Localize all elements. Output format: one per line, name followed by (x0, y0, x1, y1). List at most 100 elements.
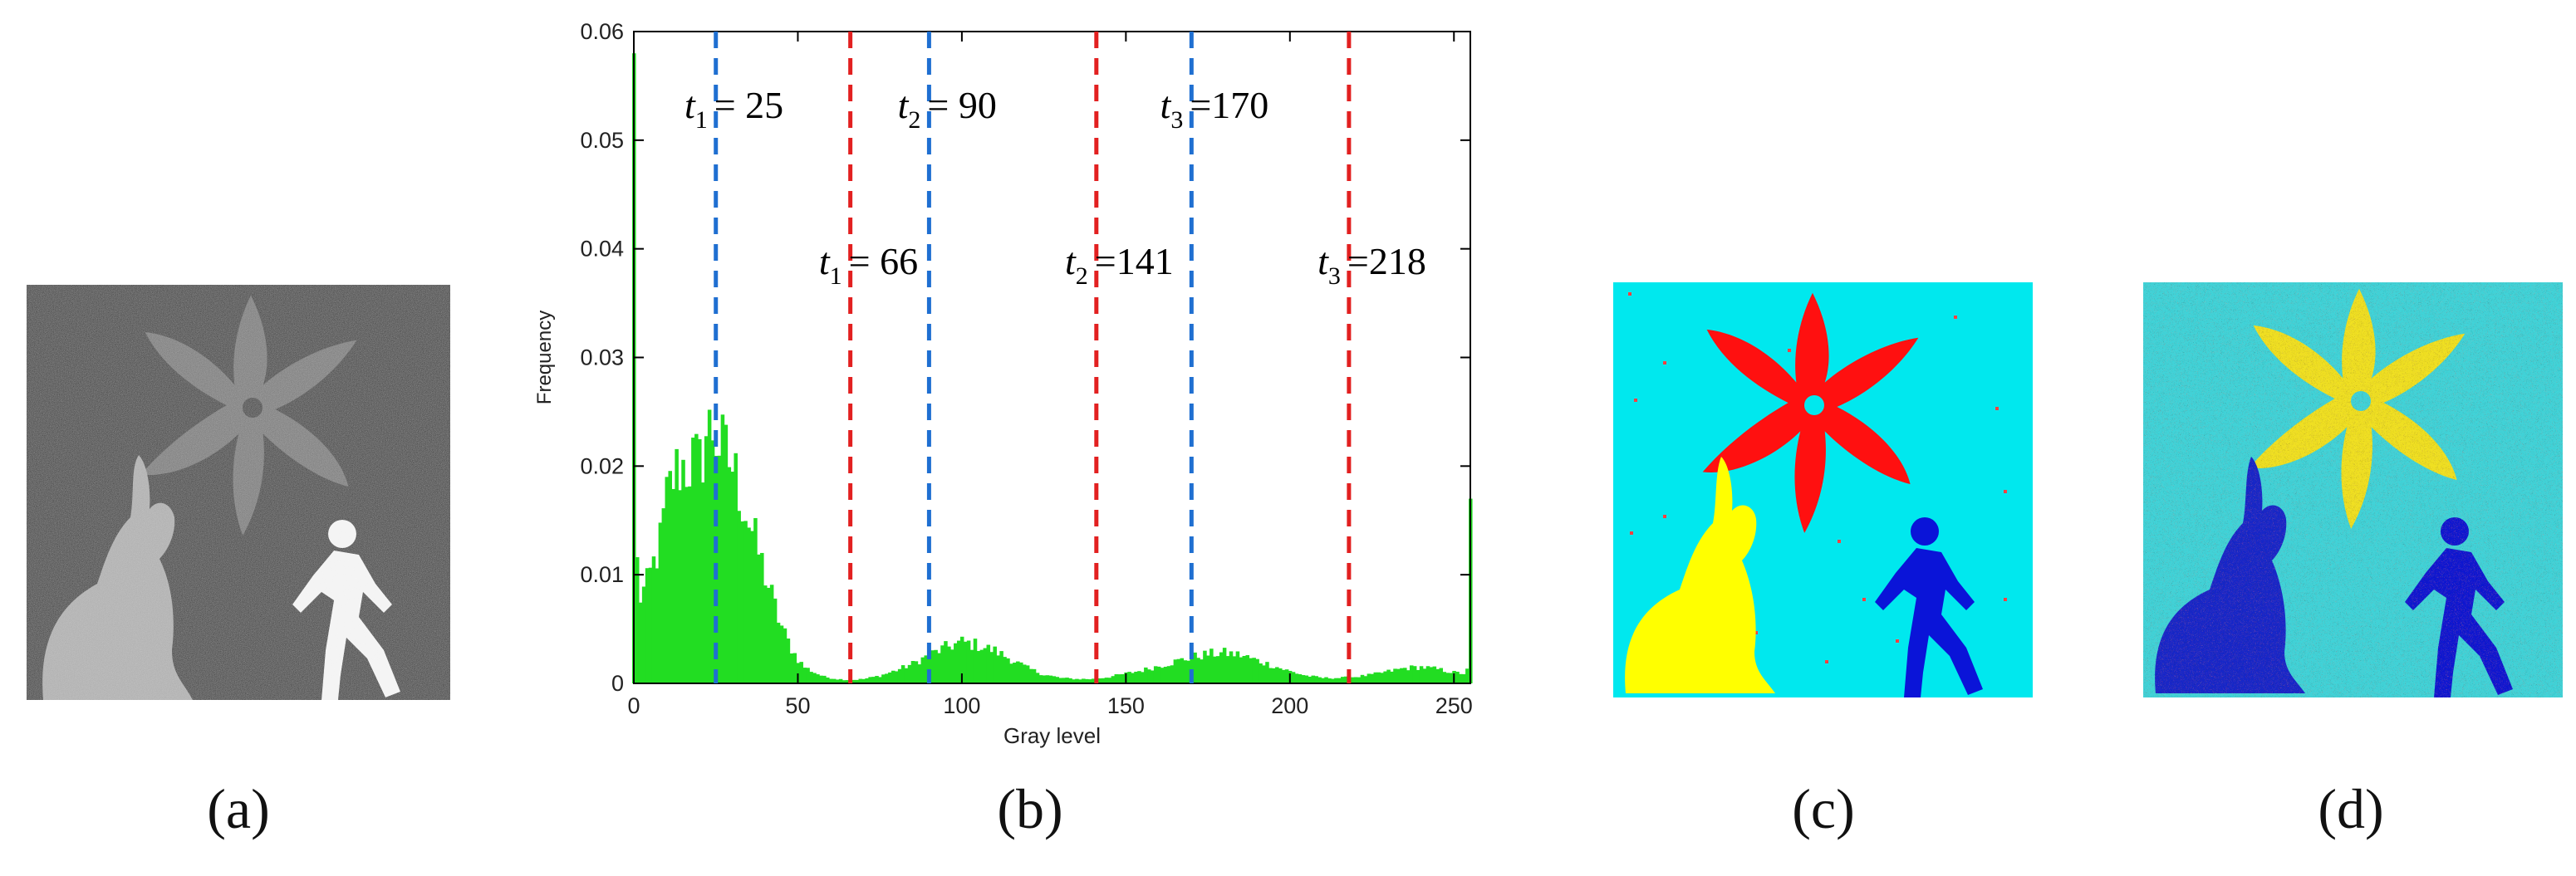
histogram-bar (700, 482, 705, 683)
histogram-bar (1380, 673, 1384, 683)
x-tick-label: 100 (943, 693, 980, 718)
histogram-bar (1058, 678, 1062, 683)
threshold-value-label: = 66 (849, 240, 918, 282)
histogram-bar (707, 409, 712, 683)
histogram-bar (740, 521, 744, 683)
histogram-bar (1360, 674, 1365, 683)
histogram-bar (734, 453, 738, 683)
histogram-bar (1396, 668, 1401, 683)
threshold-value-label: = 90 (927, 84, 996, 126)
histogram-bar (910, 661, 915, 683)
histogram-bar (1281, 669, 1286, 683)
histogram-bar (717, 455, 722, 683)
histogram-bar (671, 488, 675, 683)
histogram-bar (1462, 673, 1466, 683)
histogram-bar (1432, 666, 1437, 683)
histogram-bar (688, 486, 692, 683)
histogram-bar (678, 490, 682, 683)
histogram-bar (757, 554, 761, 683)
histogram-bar (1072, 679, 1076, 683)
histogram-bar (1107, 678, 1112, 683)
histogram-bar (1144, 667, 1148, 683)
histogram-bar (1045, 675, 1050, 683)
x-tick-label: 250 (1435, 693, 1473, 718)
histogram-bar (904, 668, 909, 683)
histogram-bar (1435, 668, 1440, 683)
threshold-var-label: t2 (898, 84, 921, 134)
histogram-bar (737, 511, 741, 683)
person-segment-noisy (2405, 517, 2513, 697)
histogram-bar (1367, 673, 1371, 683)
histogram-bar (1284, 669, 1289, 683)
caption-a: (a) (207, 777, 270, 840)
histogram-bar (1173, 659, 1178, 683)
histogram-bar (1416, 669, 1420, 683)
threshold-value-label: =218 (1347, 240, 1426, 282)
histogram-bar (868, 677, 872, 683)
histogram-bar (1075, 678, 1079, 683)
histogram-bar (1213, 656, 1217, 683)
histogram-bar (881, 674, 886, 683)
histogram-bar (1022, 664, 1027, 683)
image-d-noisy-segmentation (2143, 282, 2563, 697)
caption-b: (b) (997, 777, 1063, 840)
x-tick-label: 200 (1271, 693, 1308, 718)
histogram-bar (1409, 665, 1414, 683)
histogram-bar (900, 665, 905, 683)
threshold-value-label: = 25 (714, 84, 783, 126)
histogram-bar (1403, 668, 1407, 683)
histogram-bar (773, 598, 778, 683)
histogram-bar (1006, 658, 1010, 683)
threshold-var-label: t1 (819, 240, 842, 290)
histogram-bar (878, 677, 882, 683)
histogram-bar (861, 678, 866, 683)
histogram-bar (1156, 666, 1161, 683)
histogram-bar (1373, 672, 1378, 683)
histogram-bar (1376, 672, 1381, 683)
histogram-bar (1465, 668, 1470, 683)
histogram-bar (1265, 662, 1269, 683)
person-shape (292, 520, 400, 700)
histogram-bar (753, 517, 758, 683)
x-axis-label: Gray level (1003, 723, 1101, 748)
histogram-bar (989, 652, 994, 683)
histogram-bar (1327, 678, 1332, 683)
histogram-bar (698, 438, 702, 683)
histogram-bar (1242, 656, 1247, 683)
histogram-bar (694, 433, 699, 683)
histogram-bar (651, 556, 656, 683)
histogram-bar (684, 487, 689, 683)
person-segment (1875, 517, 1983, 697)
histogram-bar (832, 678, 837, 683)
histogram-bar (786, 639, 791, 683)
histogram-bar (635, 557, 640, 683)
histogram-bar (1078, 679, 1082, 683)
histogram-bar (1390, 671, 1394, 683)
histogram-bar (783, 628, 788, 683)
histogram-bar (641, 586, 646, 683)
histogram-bar (1272, 668, 1276, 683)
histogram-bar (934, 649, 938, 683)
histogram-bar (875, 676, 879, 683)
y-tick-label: 0.03 (580, 345, 624, 370)
histogram-bar (1353, 677, 1358, 683)
histogram-bar (1422, 668, 1427, 683)
histogram-bar (1337, 678, 1342, 683)
histogram-bar (1294, 673, 1299, 683)
histogram-bar (730, 472, 735, 683)
histogram-bar (1101, 678, 1106, 683)
histogram-bar (763, 585, 768, 683)
histogram-bar (1131, 673, 1135, 683)
histogram-bar (638, 602, 643, 683)
histogram-bar (1331, 678, 1335, 683)
histogram-bar (1091, 678, 1096, 683)
histogram-bar (917, 664, 922, 683)
histogram-bar (1127, 672, 1131, 683)
histogram-bar (1249, 658, 1253, 683)
histogram-bar (1350, 677, 1355, 683)
histogram-bar (966, 640, 971, 683)
threshold-var-label: t1 (684, 84, 708, 134)
threshold-value-label: =170 (1190, 84, 1268, 126)
histogram-bar (1065, 678, 1069, 683)
histogram-bar (1304, 675, 1309, 683)
